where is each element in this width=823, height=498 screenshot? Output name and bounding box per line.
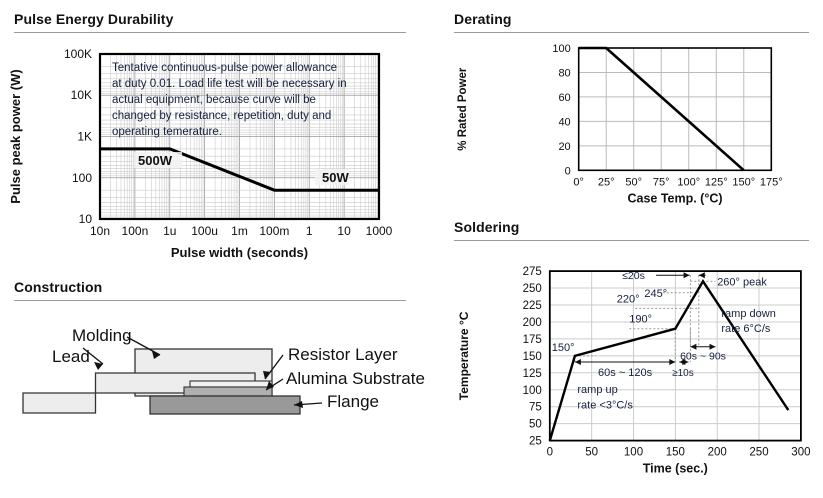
svg-text:rate <3°C/s: rate <3°C/s (577, 400, 633, 412)
svg-text:Temperature °C: Temperature °C (457, 311, 471, 400)
svg-text:125: 125 (523, 368, 542, 380)
svg-text:25°: 25° (598, 176, 615, 188)
svg-text:0: 0 (547, 447, 553, 459)
svg-text:≤20s: ≤20s (622, 270, 645, 282)
svg-text:1K: 1K (77, 130, 92, 144)
svg-text:500W: 500W (138, 153, 173, 168)
svg-text:50: 50 (585, 447, 598, 459)
svg-text:10: 10 (337, 224, 351, 238)
svg-text:10n: 10n (90, 224, 110, 238)
svg-text:300: 300 (791, 447, 810, 459)
svg-text:150°: 150° (732, 176, 755, 188)
svg-text:ramp down: ramp down (721, 308, 775, 320)
svg-text:175°: 175° (760, 176, 783, 188)
svg-text:1u: 1u (163, 224, 176, 238)
svg-text:25: 25 (529, 436, 542, 448)
svg-text:50: 50 (529, 419, 542, 431)
svg-text:Pulse width (seconds): Pulse width (seconds) (171, 245, 308, 260)
svg-text:100n: 100n (122, 224, 149, 238)
svg-text:150: 150 (523, 351, 542, 363)
svg-text:80: 80 (558, 68, 570, 80)
svg-text:200: 200 (523, 317, 542, 329)
svg-text:Resistor Layer: Resistor Layer (288, 345, 398, 364)
svg-text:operating temerature.: operating temerature. (112, 126, 222, 138)
svg-text:0°: 0° (573, 176, 584, 188)
svg-text:60s ~ 120s: 60s ~ 120s (598, 367, 653, 379)
svg-text:Lead: Lead (52, 347, 90, 366)
svg-text:150: 150 (666, 447, 685, 459)
svg-text:Flange: Flange (327, 392, 379, 411)
svg-text:175: 175 (523, 334, 542, 346)
svg-text:Pulse peak power (W): Pulse peak power (W) (8, 69, 23, 203)
svg-text:250: 250 (749, 447, 768, 459)
svg-text:0: 0 (565, 165, 571, 177)
svg-text:100: 100 (523, 385, 542, 397)
svg-text:% Rated Power: % Rated Power (457, 67, 469, 151)
svg-text:rate 6°C/s: rate 6°C/s (721, 323, 771, 335)
svg-text:250: 250 (523, 283, 542, 295)
svg-text:100: 100 (552, 43, 570, 55)
svg-text:Time (sec.): Time (sec.) (643, 462, 708, 476)
svg-text:60: 60 (558, 92, 570, 104)
svg-text:100K: 100K (64, 47, 92, 61)
svg-text:60s ~ 90s: 60s ~ 90s (680, 351, 726, 363)
svg-text:Case Temp. (°C): Case Temp. (°C) (627, 191, 722, 205)
svg-text:190°: 190° (629, 314, 652, 326)
svg-text:Tentative continuous-pulse pow: Tentative continuous-pulse power allowan… (112, 62, 337, 74)
svg-text:Alumina Substrate: Alumina Substrate (286, 369, 425, 388)
svg-text:50W: 50W (322, 170, 349, 185)
svg-text:10: 10 (79, 212, 93, 226)
svg-text:actual equipment, because curv: actual equipment, because curve will be (112, 94, 316, 106)
svg-text:75: 75 (529, 402, 542, 414)
svg-text:220°: 220° (617, 293, 640, 305)
svg-text:260° peak: 260° peak (717, 276, 767, 288)
svg-text:125°: 125° (705, 176, 728, 188)
svg-text:50°: 50° (625, 176, 642, 188)
svg-text:≥10s: ≥10s (672, 368, 694, 379)
svg-text:225: 225 (523, 300, 542, 312)
svg-text:245°: 245° (644, 288, 667, 300)
svg-text:at duty 0.01. Load life test w: at duty 0.01. Load life test will be nec… (112, 78, 347, 90)
svg-text:75°: 75° (653, 176, 670, 188)
svg-text:changed by resistance, repetit: changed by resistance, repetition, duty … (112, 110, 331, 122)
svg-text:275: 275 (523, 266, 542, 278)
svg-text:ramp up: ramp up (577, 384, 617, 396)
svg-text:1000: 1000 (366, 224, 393, 238)
svg-text:Molding: Molding (72, 326, 132, 345)
svg-text:100u: 100u (191, 224, 218, 238)
svg-text:150°: 150° (552, 342, 575, 354)
svg-text:20: 20 (558, 141, 570, 153)
svg-text:10K: 10K (71, 88, 92, 102)
svg-text:40: 40 (558, 116, 570, 128)
svg-text:100: 100 (624, 447, 643, 459)
svg-text:100m: 100m (259, 224, 289, 238)
svg-text:200: 200 (708, 447, 727, 459)
svg-text:1: 1 (306, 224, 313, 238)
svg-text:100°: 100° (677, 176, 700, 188)
svg-text:100: 100 (72, 171, 92, 185)
svg-text:1m: 1m (231, 224, 248, 238)
